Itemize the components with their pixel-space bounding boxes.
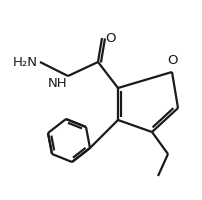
Text: NH: NH xyxy=(47,77,67,90)
Text: O: O xyxy=(105,32,116,46)
Text: H₂N: H₂N xyxy=(13,55,38,68)
Text: O: O xyxy=(168,54,178,67)
